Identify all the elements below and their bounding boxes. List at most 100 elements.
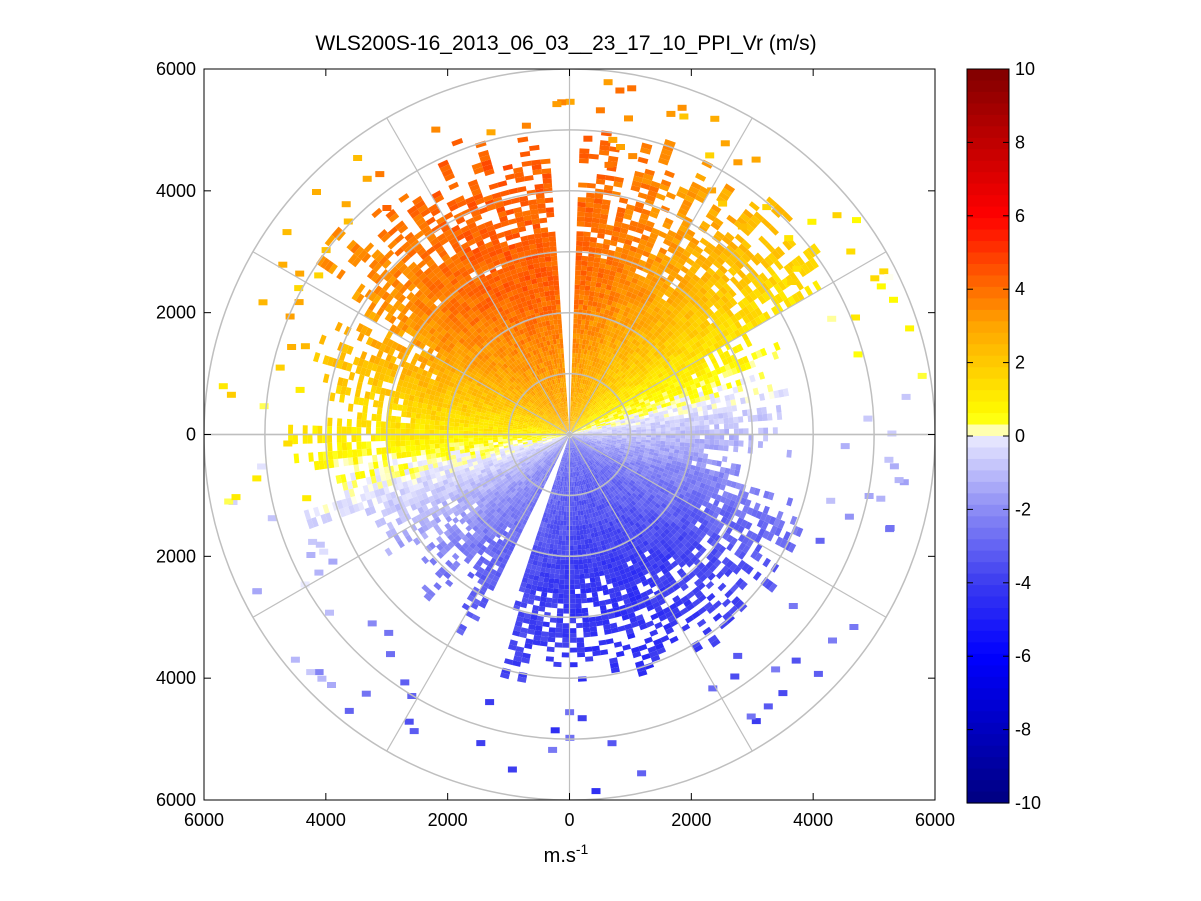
velocity-cell <box>583 236 591 242</box>
velocity-cell <box>605 419 611 423</box>
velocity-cell <box>581 439 587 442</box>
velocity-cell <box>618 197 629 204</box>
velocity-cell <box>672 266 681 274</box>
velocity-cell <box>616 437 622 440</box>
velocity-cell <box>597 353 602 359</box>
velocity-cell <box>579 285 586 291</box>
velocity-cell <box>632 288 640 296</box>
velocity-cell <box>571 421 573 427</box>
velocity-cell <box>589 290 595 297</box>
velocity-cell <box>599 417 604 422</box>
velocity-cell <box>754 307 763 317</box>
velocity-cell <box>590 345 595 352</box>
velocity-cell <box>535 620 544 627</box>
velocity-cell <box>583 231 591 237</box>
velocity-cell <box>763 427 769 435</box>
velocity-cell <box>612 411 618 416</box>
velocity-cell <box>600 354 605 360</box>
velocity-cell <box>683 273 692 282</box>
velocity-cell <box>664 308 673 316</box>
velocity-cell <box>600 344 606 350</box>
velocity-cell <box>659 343 667 351</box>
velocity-cell <box>686 346 694 354</box>
velocity-cell <box>577 436 583 439</box>
velocity-cell <box>634 252 643 260</box>
velocity-cell <box>666 405 673 410</box>
velocity-cell <box>717 407 723 414</box>
velocity-cell <box>582 622 590 628</box>
velocity-cell <box>713 418 719 425</box>
velocity-cell <box>596 441 602 444</box>
velocity-cell <box>658 396 665 402</box>
velocity-cell <box>663 413 670 418</box>
velocity-cell <box>729 468 736 476</box>
velocity-cell <box>650 341 657 348</box>
velocity-cell <box>579 338 583 344</box>
velocity-cell <box>610 285 618 292</box>
velocity-cell <box>575 265 582 271</box>
velocity-cell <box>753 211 765 222</box>
velocity-cell <box>663 451 670 456</box>
velocity-cell <box>572 515 576 521</box>
velocity-cell <box>674 398 681 404</box>
velocity-cell <box>616 206 626 214</box>
velocity-cell <box>586 415 591 420</box>
velocity-cell <box>580 416 585 421</box>
velocity-cell <box>577 382 581 388</box>
velocity-cell <box>573 540 578 546</box>
velocity-cell <box>688 394 695 400</box>
velocity-cell <box>655 431 661 435</box>
velocity-cell <box>641 366 647 373</box>
velocity-cell <box>663 469 670 475</box>
velocity-cell <box>742 409 748 417</box>
velocity-cell <box>719 286 728 296</box>
velocity-cell <box>599 213 609 220</box>
velocity-cell <box>572 431 578 434</box>
velocity-cell <box>570 391 573 397</box>
velocity-cell <box>570 406 572 412</box>
velocity-cell <box>686 190 697 199</box>
velocity-cell <box>599 408 604 413</box>
velocity-cell <box>628 336 635 343</box>
velocity-cell <box>584 344 589 350</box>
velocity-cell <box>620 348 626 355</box>
velocity-cell <box>577 431 583 433</box>
velocity-cell <box>577 544 582 550</box>
velocity-cell <box>576 530 581 536</box>
velocity-cell <box>599 348 604 355</box>
velocity-cell <box>572 396 575 402</box>
velocity-cell <box>587 430 593 432</box>
velocity-cell <box>573 411 576 417</box>
velocity-cell <box>646 351 653 358</box>
velocity-cell <box>576 402 579 408</box>
velocity-cell <box>573 304 579 310</box>
velocity-cell <box>585 587 592 594</box>
velocity-cell <box>616 382 622 388</box>
velocity-cell <box>735 482 742 490</box>
velocity-cell <box>585 315 591 321</box>
velocity-cell <box>644 168 655 177</box>
velocity-cell <box>601 204 610 211</box>
velocity-cell <box>611 440 617 443</box>
velocity-cell <box>608 376 614 382</box>
velocity-cell <box>601 199 611 206</box>
velocity-cell <box>583 364 587 370</box>
velocity-cell <box>624 370 630 376</box>
velocity-cell <box>467 571 475 579</box>
velocity-cell <box>705 279 715 289</box>
velocity-cell <box>561 510 565 516</box>
velocity-cell <box>773 283 783 294</box>
velocity-cell <box>643 173 654 181</box>
velocity-cell <box>647 457 653 462</box>
velocity-cell <box>578 420 583 425</box>
velocity-cell <box>611 429 617 432</box>
velocity-cell <box>621 426 627 429</box>
velocity-cell <box>577 432 583 434</box>
velocity-cell <box>600 376 605 382</box>
velocity-cell <box>639 415 645 420</box>
velocity-cell <box>614 345 621 352</box>
velocity-cell <box>714 397 721 404</box>
velocity-cell <box>768 391 775 400</box>
velocity-cell <box>564 496 568 502</box>
velocity-cell <box>569 579 575 585</box>
